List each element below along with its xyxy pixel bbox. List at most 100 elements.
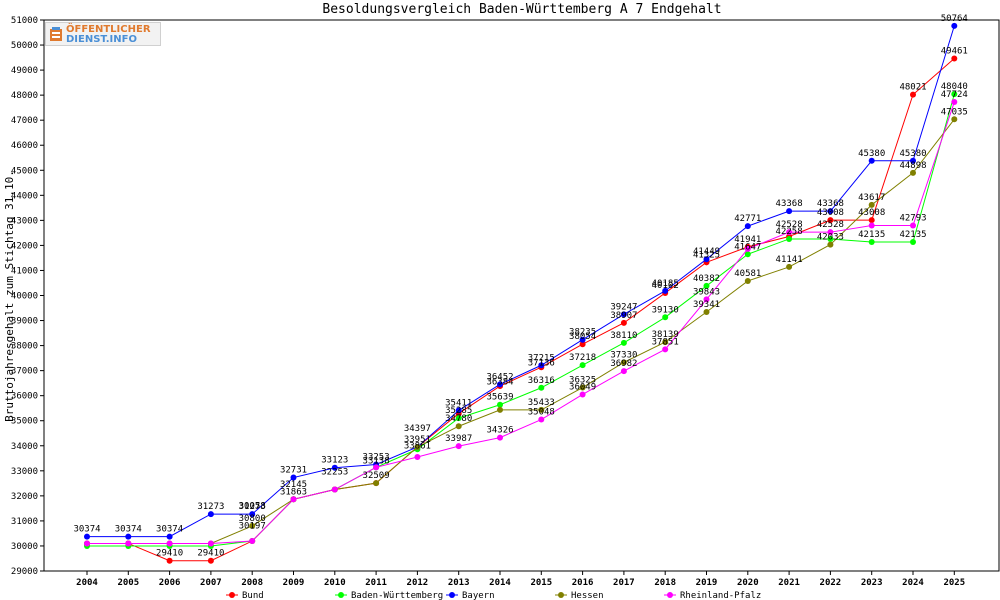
y-tick-label: 41000: [11, 266, 38, 276]
data-label: 47724: [941, 90, 968, 100]
data-label: 42258: [776, 227, 803, 237]
data-label: 44898: [899, 161, 926, 171]
y-tick-label: 51000: [11, 16, 38, 26]
data-point: [249, 522, 256, 529]
data-label: 30800: [239, 514, 266, 524]
data-point: [331, 464, 338, 471]
data-label: 32253: [321, 468, 348, 478]
data-point: [662, 314, 669, 321]
data-point: [951, 99, 958, 106]
data-point: [827, 235, 834, 242]
legend-swatch-marker: [558, 592, 564, 598]
data-label: 43008: [817, 208, 844, 218]
x-tick-label: 2011: [365, 578, 387, 588]
data-label: 38907: [610, 311, 637, 321]
data-point: [414, 454, 421, 461]
data-point: [497, 381, 503, 388]
y-tick-label: 43000: [11, 216, 38, 226]
data-label: 41325: [693, 250, 720, 260]
data-point: [662, 339, 669, 346]
data-label: 38235: [569, 328, 596, 338]
data-label: 35639: [486, 393, 513, 403]
data-point: [84, 533, 90, 540]
y-tick-label: 38000: [11, 342, 38, 352]
data-label: 33987: [445, 434, 472, 444]
data-point: [166, 557, 173, 564]
y-tick-label: 34000: [11, 442, 38, 452]
data-point: [868, 222, 875, 229]
data-label: 40382: [693, 274, 720, 284]
data-label: 34397: [404, 424, 431, 434]
data-point: [910, 91, 916, 98]
data-label: 30374: [115, 525, 142, 535]
y-tick-label: 33000: [11, 467, 38, 477]
data-point: [868, 217, 875, 224]
data-label: 29410: [197, 549, 224, 559]
data-label: 45380: [899, 149, 926, 159]
data-label: 30374: [156, 525, 183, 535]
data-label: 41647: [734, 242, 761, 252]
data-point: [620, 311, 627, 318]
data-point: [579, 362, 586, 369]
series-line: [87, 118, 955, 544]
x-tick-label: 2023: [861, 578, 883, 588]
data-point: [207, 511, 214, 518]
data-point: [786, 263, 793, 270]
data-label: 29410: [156, 549, 183, 559]
data-label: 43368: [817, 199, 844, 209]
data-label: 33123: [321, 456, 348, 466]
y-tick-label: 47000: [11, 116, 38, 126]
data-point: [786, 235, 793, 242]
data-label: 40581: [734, 269, 761, 279]
data-label: 30374: [73, 525, 100, 535]
data-point: [703, 309, 710, 316]
data-label: 50764: [941, 14, 968, 24]
series-line: [87, 25, 955, 538]
data-point: [744, 245, 751, 252]
x-tick-label: 2006: [159, 578, 181, 588]
data-label: 32731: [280, 466, 307, 476]
data-label: 39341: [693, 300, 720, 310]
data-point: [786, 208, 793, 215]
data-label: 42033: [817, 233, 844, 243]
legend-label: Rheinland-Pfalz: [680, 591, 761, 600]
x-tick-label: 2025: [943, 578, 965, 588]
data-point: [910, 169, 916, 176]
data-point: [455, 423, 462, 430]
data-label: 42528: [817, 220, 844, 230]
data-label: 48021: [899, 83, 926, 93]
data-label: 35285: [445, 406, 472, 416]
data-point: [868, 157, 875, 164]
data-point: [455, 415, 462, 422]
data-point: [207, 540, 214, 547]
x-tick-label: 2024: [902, 578, 924, 588]
legend-label: Bund: [242, 591, 264, 600]
data-label: 41141: [776, 255, 803, 265]
data-point: [290, 496, 297, 503]
data-label: 45380: [858, 149, 885, 159]
data-label: 36325: [569, 376, 596, 386]
logo-text-line1: ÖFFENTLICHER: [66, 24, 151, 35]
data-point: [786, 229, 793, 236]
data-label: 32509: [363, 471, 390, 481]
x-tick-label: 2018: [654, 578, 676, 588]
data-point: [620, 359, 627, 366]
data-point: [827, 241, 834, 248]
series-line: [87, 94, 955, 547]
data-label: 36049: [569, 382, 596, 392]
data-label: 31273: [197, 502, 224, 512]
data-label: 43008: [858, 208, 885, 218]
data-point: [455, 407, 462, 414]
data-point: [331, 486, 338, 493]
data-label: 30058: [239, 501, 266, 511]
data-point: [951, 116, 958, 123]
series-line: [87, 101, 955, 544]
data-point: [249, 511, 256, 518]
data-point: [703, 282, 710, 289]
data-label: 34326: [486, 426, 513, 436]
data-point: [84, 540, 90, 547]
data-label: 33951: [404, 435, 431, 445]
data-label: 37330: [610, 350, 637, 360]
y-tick-label: 39000: [11, 317, 38, 327]
